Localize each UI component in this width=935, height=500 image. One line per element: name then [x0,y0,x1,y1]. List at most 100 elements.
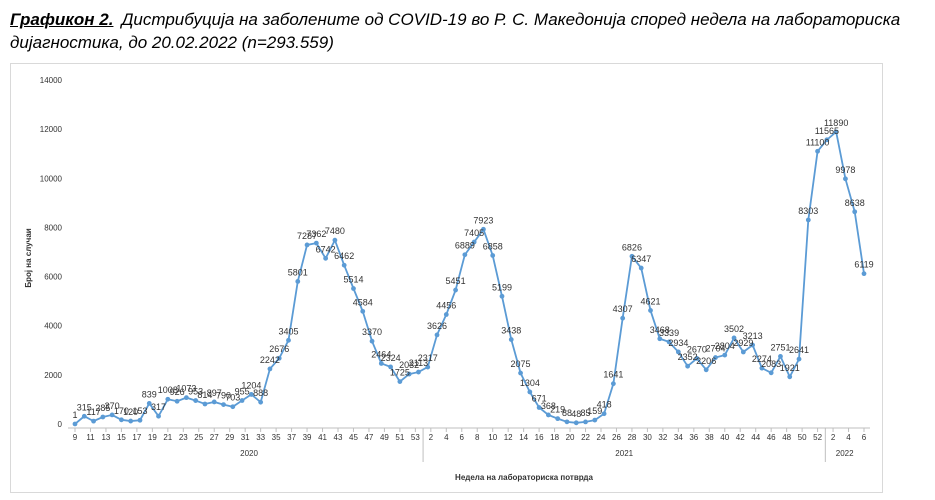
data-label: 2464 [371,349,391,359]
x-tick-label: 35 [272,433,281,442]
data-point [369,338,375,344]
x-tick-label: 42 [736,433,745,442]
data-point [843,176,848,182]
data-label: 5801 [288,267,308,277]
data-point [416,369,421,375]
x-tick-label: 4 [444,433,449,442]
data-point [629,253,635,259]
y-tick-label: 10000 [40,174,63,183]
data-label: 953 [188,387,203,397]
data-point [313,240,319,246]
data-point [286,337,291,343]
x-tick-label: 41 [318,433,327,442]
y-tick-label: 14000 [40,76,63,85]
data-point [731,335,737,341]
data-point [202,401,208,407]
data-point [601,411,607,417]
x-tick-label: 44 [751,433,760,442]
data-point [583,419,588,425]
data-label: 6889 [455,241,475,251]
y-tick-label: 2000 [44,371,62,380]
x-tick-label: 6 [862,433,867,442]
data-label: 48 [571,409,581,419]
x-tick-label: 2 [831,433,836,442]
data-point [638,265,644,271]
data-point [193,398,199,403]
data-label: 5199 [492,282,512,292]
data-label: 3213 [743,331,763,341]
data-label: 6742 [316,244,336,254]
data-point [378,361,384,366]
data-point [165,396,171,402]
data-point [852,209,858,215]
x-tick-label: 25 [194,433,203,442]
x-tick-label: 53 [411,433,420,442]
data-point [564,419,570,425]
data-point [527,389,533,395]
x-tick-label: 32 [658,433,667,442]
series-cases [72,129,867,427]
x-tick-label: 34 [674,433,683,442]
data-label: 370 [105,401,120,411]
y-axis: 0 2000 4000 6000 8000 10000 12000 14000 [40,76,63,429]
data-label: 1 [72,410,77,420]
data-label: 317 [151,402,166,412]
data-point [787,374,793,380]
x-tick-label: 28 [627,433,636,442]
data-point [722,352,728,358]
data-label: 85 [581,408,591,418]
data-point [276,355,282,361]
data-label: 2274 [752,354,772,364]
data-point [694,355,700,361]
data-labels: 1315117285370170120153839317100892610739… [72,118,873,420]
data-label: 368 [541,401,556,411]
data-point [675,349,681,355]
data-label: 3405 [278,326,298,336]
data-label: 170 [114,406,129,416]
x-tick-label: 30 [643,433,652,442]
data-label: 6826 [622,242,642,252]
x-tick-label: 47 [364,433,373,442]
x-tick-label: 24 [597,433,606,442]
data-label: 926 [170,387,185,397]
data-label: 6347 [631,254,651,264]
data-label: 8638 [845,198,865,208]
x-tick-label: 11 [86,433,95,442]
data-label: 7362 [306,229,326,239]
data-point [397,379,403,385]
data-point [304,242,310,248]
x-axis: 9 11 13 15 17 19 21 23 25 27 29 31 33 35 37 39 41 43 45 47 4… [68,427,870,462]
data-label: 3370 [362,327,382,337]
data-point [759,365,765,371]
data-label: 7405 [464,228,484,238]
series-line [74,130,865,425]
caption-text: Дистрибуција на заболените од COVID-19 в… [10,10,901,52]
data-label: 814 [197,390,212,400]
data-point [610,381,616,387]
data-point [750,342,756,348]
data-label: 9978 [835,165,855,175]
data-point [258,399,264,405]
data-point [211,399,217,405]
data-label: 839 [142,389,157,399]
data-label: 1204 [241,380,261,390]
data-point [156,413,161,419]
data-label: 6462 [334,251,354,261]
x-tick-label: 52 [813,433,822,442]
data-point [471,239,477,245]
data-point [267,366,273,372]
x-tick-label: 36 [689,433,698,442]
data-label: 3339 [659,328,679,338]
y-axis-title: Број на случаи [24,228,33,287]
data-label: 153 [132,406,147,416]
x-tick-label: 33 [256,433,265,442]
data-label: 2324 [381,353,401,363]
data-point [295,279,301,284]
data-label: 1304 [520,378,540,388]
data-point [100,414,106,420]
x-tick-label: 38 [705,433,714,442]
x-tick-label: 15 [117,433,126,442]
x-tick-label: 13 [101,433,110,442]
x-tick-label: 37 [287,433,296,442]
